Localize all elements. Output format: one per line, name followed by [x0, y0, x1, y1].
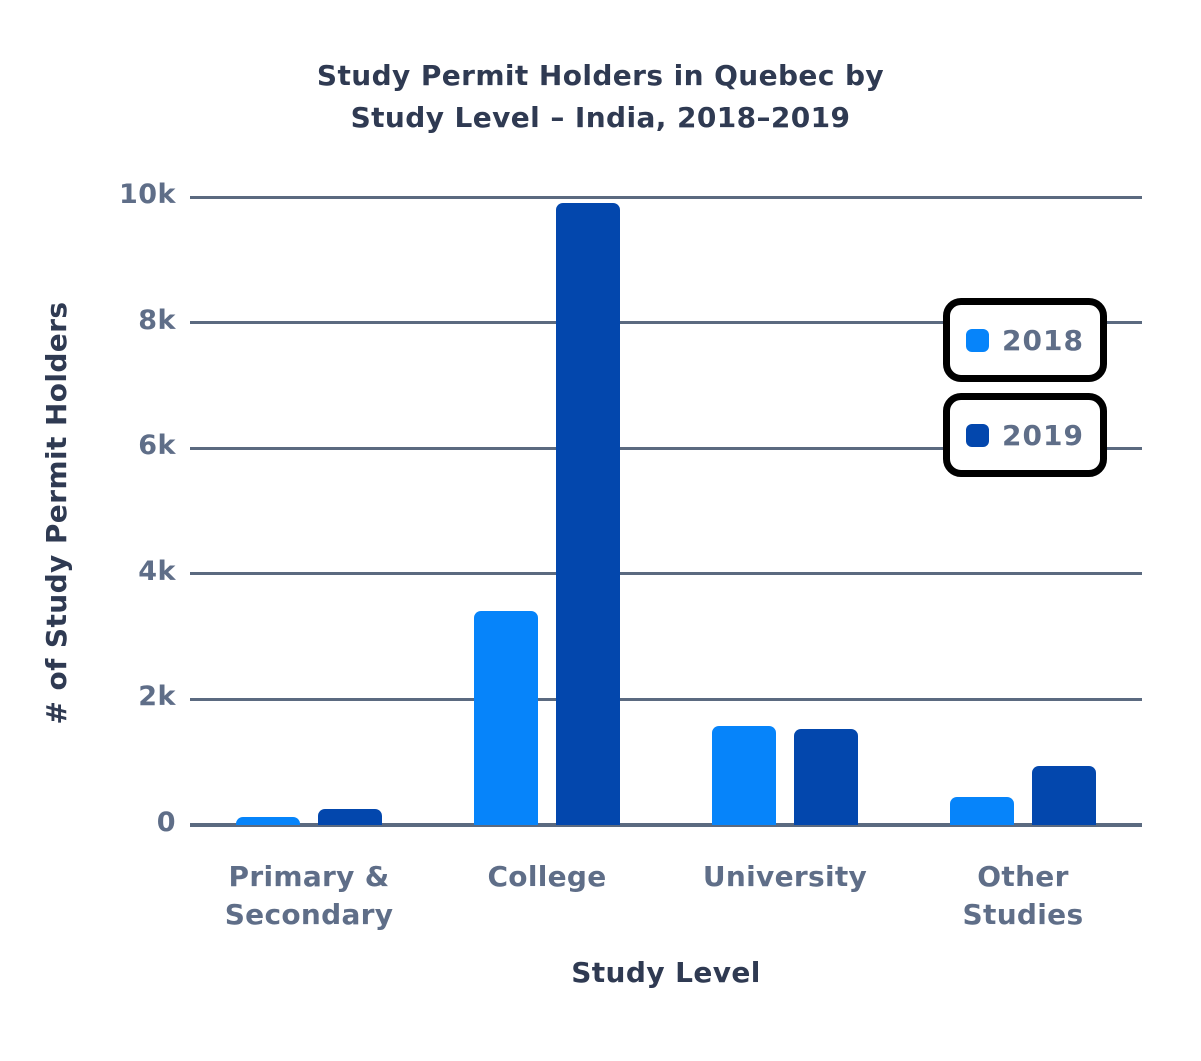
x-category-label-line: University — [702, 860, 868, 893]
x-category-label-line: Other — [977, 860, 1069, 893]
legend-label-2019: 2019 — [1002, 418, 1084, 452]
x-axis-title: Study Level — [571, 956, 761, 989]
chart-title: Study Permit Holders in Quebec by Study … — [0, 55, 1201, 139]
legend-item-2019[interactable]: 2019 — [943, 393, 1107, 477]
chart-title-line-1: Study Permit Holders in Quebec by — [316, 59, 885, 92]
x-category-label-line: Primary & — [228, 860, 390, 893]
gridline-4k — [190, 572, 1142, 575]
x-category-label-university: University — [666, 858, 904, 896]
y-tick-label-4k: 4k — [138, 556, 176, 587]
legend-label-2018: 2018 — [1002, 323, 1084, 357]
legend-color-swatch-2018 — [966, 328, 990, 352]
bar-2018-university — [712, 726, 776, 825]
gridline-6k — [190, 447, 1142, 450]
bar-2018-primary-secondary — [236, 817, 300, 825]
x-axis-baseline — [190, 823, 1142, 827]
bar-2019-other-studies — [1032, 766, 1096, 825]
chart-title-line-2: Study Level – India, 2018–2019 — [350, 101, 851, 134]
legend-color-swatch-2019 — [966, 423, 990, 447]
x-category-label-other-studies: Other Studies — [904, 858, 1142, 934]
y-tick-label-8k: 8k — [138, 305, 176, 336]
y-tick-label-6k: 6k — [138, 430, 176, 461]
gridline-8k — [190, 321, 1142, 324]
bar-2018-college — [474, 611, 538, 825]
gridline-10k — [190, 196, 1142, 199]
legend-item-2018[interactable]: 2018 — [943, 298, 1107, 382]
bar-2019-primary-secondary — [318, 809, 382, 825]
y-tick-label-0: 0 — [156, 807, 176, 838]
x-category-label-primary-secondary: Primary & Secondary — [190, 858, 428, 934]
x-category-label-line: College — [487, 860, 607, 893]
gridline-2k — [190, 698, 1142, 701]
y-tick-label-10k: 10k — [118, 179, 176, 210]
bar-2018-other-studies — [950, 797, 1014, 825]
bar-2019-college — [556, 203, 620, 825]
bar-2019-university — [794, 729, 858, 825]
y-tick-label-2k: 2k — [138, 681, 176, 712]
x-category-label-college: College — [428, 858, 666, 896]
x-category-label-line: Studies — [962, 898, 1084, 931]
x-category-label-line: Secondary — [224, 898, 394, 931]
